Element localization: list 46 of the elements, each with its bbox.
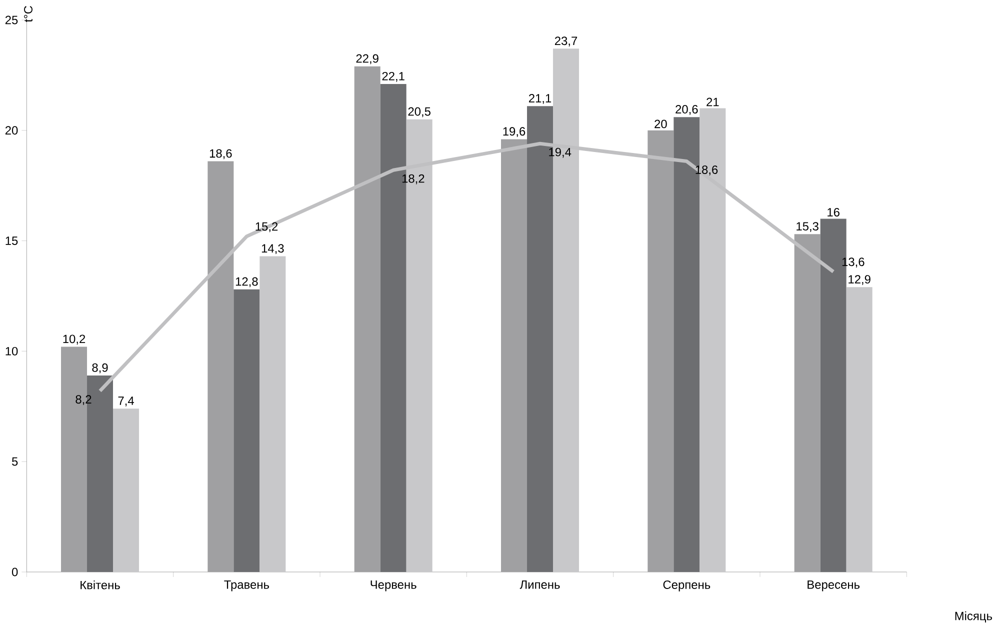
y-tick-label: 10 [6,346,18,356]
x-tick-label: Вересень [808,580,860,592]
bar [501,139,528,572]
bar [208,161,234,572]
bar [794,234,820,572]
y-tick-label: 0 [12,568,18,576]
x-tick-label: Квітень [80,580,120,590]
data-label: 23,7 [554,36,578,46]
data-label: 14,3 [262,244,284,254]
x-tick-label: Серпень [663,580,710,592]
data-label: 8,9 [92,363,108,374]
x-tick-label: Травень [224,580,269,592]
data-label: 19,6 [503,127,526,138]
data-label: 21 [706,98,719,106]
bar [354,66,380,572]
y-tick-label: 25 [5,16,18,24]
data-label: 15,2 [256,222,278,232]
bar [260,256,286,572]
data-label: 12,8 [236,277,258,288]
data-label: 22,1 [382,72,404,82]
bar [648,130,674,572]
data-label: 18,2 [402,174,424,184]
data-label: 10,2 [63,334,86,345]
y-tick-label: 20 [5,126,18,135]
bar [113,408,140,572]
data-label: 18,6 [696,166,718,176]
data-label: 20,5 [408,107,430,118]
data-label: 15,3 [796,222,818,232]
y-tick-label: 5 [12,457,18,466]
data-label: 18,6 [210,149,232,160]
bar [846,287,872,572]
data-label: 12,9 [848,275,870,285]
y-tick-label: 15 [6,236,18,245]
x-axis-title: Місяць [955,611,992,622]
data-label: 20 [654,120,667,128]
x-tick-label: Липень [520,580,560,589]
data-label: 21,1 [528,94,552,104]
data-label: 20,6 [676,105,698,115]
x-tick-label: Червень [370,580,416,592]
data-label: 7,4 [118,396,134,406]
y-axis-title: t°C [24,6,32,22]
data-label: 19,4 [549,148,572,158]
data-label: 8,2 [76,395,92,406]
data-label: 16 [828,208,840,216]
bar [234,289,260,572]
data-label: 22,9 [356,54,378,64]
